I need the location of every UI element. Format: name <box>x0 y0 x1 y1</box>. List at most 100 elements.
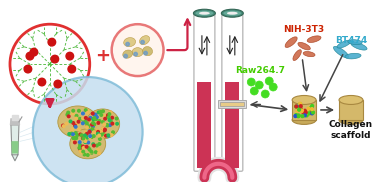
Circle shape <box>144 51 147 55</box>
Circle shape <box>107 134 110 137</box>
Circle shape <box>300 108 302 111</box>
Ellipse shape <box>337 40 351 48</box>
Ellipse shape <box>199 12 210 15</box>
Polygon shape <box>12 115 18 120</box>
Circle shape <box>308 112 311 115</box>
Circle shape <box>295 105 297 108</box>
Circle shape <box>82 137 85 140</box>
Polygon shape <box>11 119 19 125</box>
Circle shape <box>97 148 99 151</box>
Circle shape <box>301 115 304 118</box>
Circle shape <box>100 130 102 133</box>
Circle shape <box>66 113 69 116</box>
Circle shape <box>112 24 164 76</box>
Circle shape <box>79 133 82 136</box>
Circle shape <box>304 114 306 117</box>
Circle shape <box>294 114 297 116</box>
Circle shape <box>79 147 81 150</box>
Circle shape <box>102 121 104 123</box>
Circle shape <box>95 118 98 120</box>
Circle shape <box>88 118 90 121</box>
Circle shape <box>98 152 101 155</box>
Circle shape <box>105 134 107 137</box>
Circle shape <box>93 117 95 120</box>
Circle shape <box>103 123 105 126</box>
Circle shape <box>97 111 100 114</box>
Circle shape <box>134 52 137 56</box>
Circle shape <box>85 145 88 148</box>
Circle shape <box>73 140 76 143</box>
Circle shape <box>82 112 84 115</box>
Circle shape <box>310 107 313 109</box>
Circle shape <box>71 128 74 130</box>
Circle shape <box>302 110 304 113</box>
Circle shape <box>298 104 301 106</box>
Ellipse shape <box>86 109 120 139</box>
Ellipse shape <box>298 42 310 50</box>
FancyBboxPatch shape <box>222 13 243 171</box>
Circle shape <box>99 111 102 113</box>
Circle shape <box>92 143 94 145</box>
Circle shape <box>82 145 84 148</box>
Circle shape <box>312 111 314 114</box>
Circle shape <box>66 52 74 60</box>
Circle shape <box>97 122 100 124</box>
Circle shape <box>296 114 299 117</box>
Circle shape <box>91 112 94 115</box>
Ellipse shape <box>307 36 321 42</box>
Circle shape <box>85 117 87 119</box>
Circle shape <box>84 121 87 123</box>
Circle shape <box>74 137 76 139</box>
Circle shape <box>90 136 93 138</box>
Circle shape <box>82 150 85 153</box>
Circle shape <box>98 120 101 122</box>
Circle shape <box>89 117 92 119</box>
Circle shape <box>112 123 115 125</box>
Circle shape <box>80 134 83 136</box>
Circle shape <box>70 132 73 135</box>
Circle shape <box>104 117 107 120</box>
Circle shape <box>103 134 106 137</box>
Polygon shape <box>12 155 18 161</box>
Circle shape <box>101 133 103 136</box>
Ellipse shape <box>132 48 143 57</box>
Circle shape <box>311 104 314 107</box>
Circle shape <box>84 131 87 134</box>
Circle shape <box>92 122 94 124</box>
Ellipse shape <box>195 11 213 16</box>
Circle shape <box>109 111 112 114</box>
Circle shape <box>75 117 77 120</box>
Circle shape <box>97 130 99 133</box>
Ellipse shape <box>303 52 315 57</box>
Ellipse shape <box>227 12 238 15</box>
Circle shape <box>311 108 313 110</box>
Circle shape <box>126 42 129 46</box>
Circle shape <box>103 129 106 132</box>
Circle shape <box>85 137 88 139</box>
Circle shape <box>74 141 76 144</box>
Circle shape <box>88 130 91 132</box>
Circle shape <box>87 147 90 149</box>
Ellipse shape <box>124 38 136 47</box>
Circle shape <box>299 103 302 106</box>
Circle shape <box>111 122 114 125</box>
Circle shape <box>103 115 106 117</box>
Circle shape <box>93 131 95 134</box>
Circle shape <box>247 78 255 86</box>
Circle shape <box>89 135 91 137</box>
Circle shape <box>93 117 96 120</box>
Circle shape <box>78 147 81 149</box>
Circle shape <box>83 138 86 141</box>
Circle shape <box>72 109 74 112</box>
Circle shape <box>68 133 71 135</box>
Circle shape <box>106 124 108 126</box>
Circle shape <box>84 118 86 120</box>
Circle shape <box>99 138 101 140</box>
Circle shape <box>116 122 118 125</box>
Ellipse shape <box>223 11 241 16</box>
Circle shape <box>65 122 68 125</box>
Circle shape <box>110 134 113 136</box>
Ellipse shape <box>58 106 98 138</box>
FancyBboxPatch shape <box>194 13 215 171</box>
Polygon shape <box>11 125 19 155</box>
